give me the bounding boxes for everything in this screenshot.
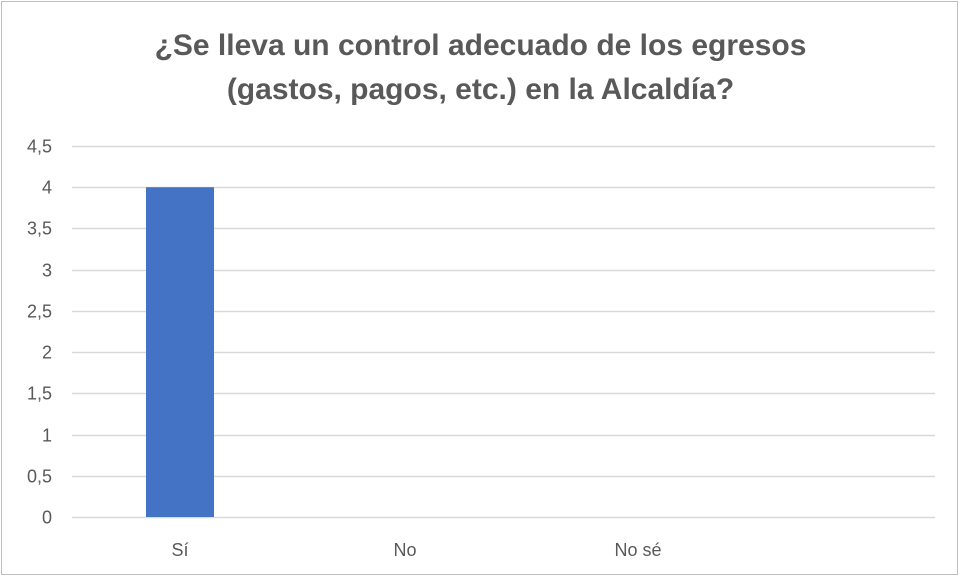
chart-title-line-2: (gastos, pagos, etc.) en la Alcaldía?: [226, 73, 735, 106]
x-tick-label: Sí: [171, 540, 188, 560]
gridlines: [72, 145, 935, 519]
y-tick-label: 0: [42, 508, 52, 528]
x-tick-label: No sé: [614, 540, 661, 560]
y-axis-ticks: 0 0,5 1 1,5 2 2,5 3 3,5 4 4,5: [27, 137, 52, 528]
y-tick-label: 4,5: [27, 137, 52, 157]
y-tick-label: 3: [42, 261, 52, 281]
chart-title-line-1: ¿Se lleva un control adecuado de los egr…: [154, 29, 807, 62]
y-tick-label: 4: [42, 178, 52, 198]
bars: [146, 187, 214, 517]
y-tick-label: 0,5: [27, 467, 52, 487]
bar: [146, 187, 214, 517]
y-tick-label: 2,5: [27, 302, 52, 322]
x-axis-ticks: Sí No No sé: [171, 540, 661, 560]
chart-title: ¿Se lleva un control adecuado de los egr…: [0, 24, 961, 112]
y-tick-label: 2: [42, 343, 52, 363]
y-tick-label: 3,5: [27, 219, 52, 239]
x-tick-label: No: [393, 540, 416, 560]
y-tick-label: 1,5: [27, 384, 52, 404]
y-tick-label: 1: [42, 426, 52, 446]
